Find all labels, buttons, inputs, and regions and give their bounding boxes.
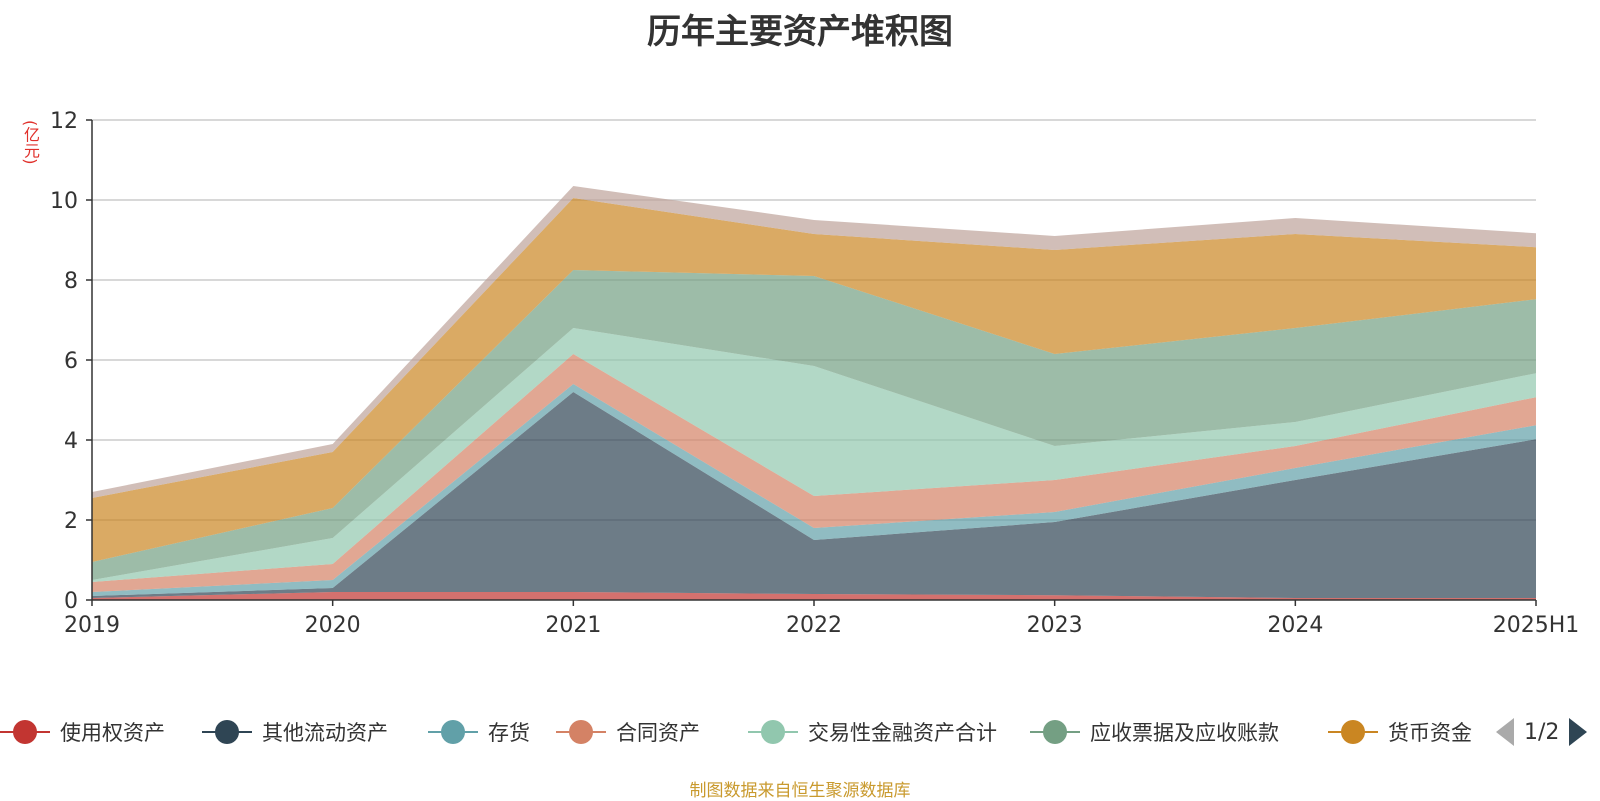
x-tick-label: 2020	[305, 613, 361, 638]
y-tick-label: 4	[64, 429, 78, 454]
area-series-0	[92, 592, 1536, 600]
y-axis-label: (亿元)	[21, 120, 40, 165]
x-tick-label: 2022	[786, 613, 842, 638]
legend-item[interactable]: 存货	[428, 712, 530, 752]
legend-marker-icon	[428, 718, 478, 746]
area-series-7	[92, 186, 1536, 498]
y-tick-label: 8	[64, 269, 78, 294]
x-tick-label: 2023	[1027, 613, 1083, 638]
x-tick-label: 2019	[64, 613, 120, 638]
legend-page-indicator: 1/2	[1524, 719, 1560, 745]
legend-item[interactable]: 交易性金融资产合计	[748, 712, 997, 752]
axes: 0 2 4 6 8 10 12 2019 2020 2021 2022 2023 2024 2025H1	[50, 109, 1579, 638]
x-tick-label: 2024	[1267, 613, 1323, 638]
legend-label: 其他流动资产	[262, 721, 388, 745]
x-tick-label: 2025H1	[1493, 613, 1580, 638]
legend-label: 交易性金融资产合计	[808, 721, 997, 745]
y-tick-label: 10	[50, 189, 78, 214]
legend-marker-icon	[0, 718, 50, 746]
legend-marker-icon	[1030, 718, 1080, 746]
legend-label: 存货	[488, 721, 530, 745]
area-series-6	[92, 198, 1536, 562]
chart-title: 历年主要资产堆积图	[647, 12, 953, 52]
legend-prev-arrow-icon[interactable]	[1496, 718, 1514, 746]
legend-pager: 1/2	[1496, 712, 1588, 752]
legend-label: 使用权资产	[60, 721, 165, 745]
y-tick-label: 0	[64, 589, 78, 614]
legend-label: 应收票据及应收账款	[1090, 721, 1279, 745]
area-series-5	[92, 270, 1536, 580]
x-tick-label: 2021	[545, 613, 601, 638]
legend-marker-icon	[556, 718, 606, 746]
legend-item[interactable]: 应收票据及应收账款	[1030, 712, 1279, 752]
y-tick-label: 6	[64, 349, 78, 374]
legend-item[interactable]: 合同资产	[556, 712, 700, 752]
legend-marker-icon	[202, 718, 252, 746]
legend-label: 货币资金	[1388, 721, 1472, 745]
area-series-4	[92, 328, 1536, 582]
legend-marker-icon	[748, 718, 798, 746]
legend-item[interactable]: 其他流动资产	[202, 712, 388, 752]
y-tick-label: 2	[64, 509, 78, 534]
legend-label: 合同资产	[616, 721, 700, 745]
area-series-3	[92, 354, 1536, 592]
legend-item[interactable]: 货币资金	[1328, 712, 1472, 752]
y-tick-label: 12	[50, 109, 78, 134]
legend: 使用权资产 其他流动资产 存货 合同资产 交易性金融资产合计 应收票据及应收账款 货币资金	[0, 712, 1600, 752]
legend-next-arrow-icon[interactable]	[1569, 718, 1588, 746]
data-source-note: 制图数据来自恒生聚源数据库	[689, 781, 911, 801]
legend-marker-icon	[1328, 718, 1378, 746]
area-series-1	[92, 392, 1536, 598]
legend-item[interactable]: 使用权资产	[0, 712, 165, 752]
stacked-areas	[92, 186, 1536, 600]
